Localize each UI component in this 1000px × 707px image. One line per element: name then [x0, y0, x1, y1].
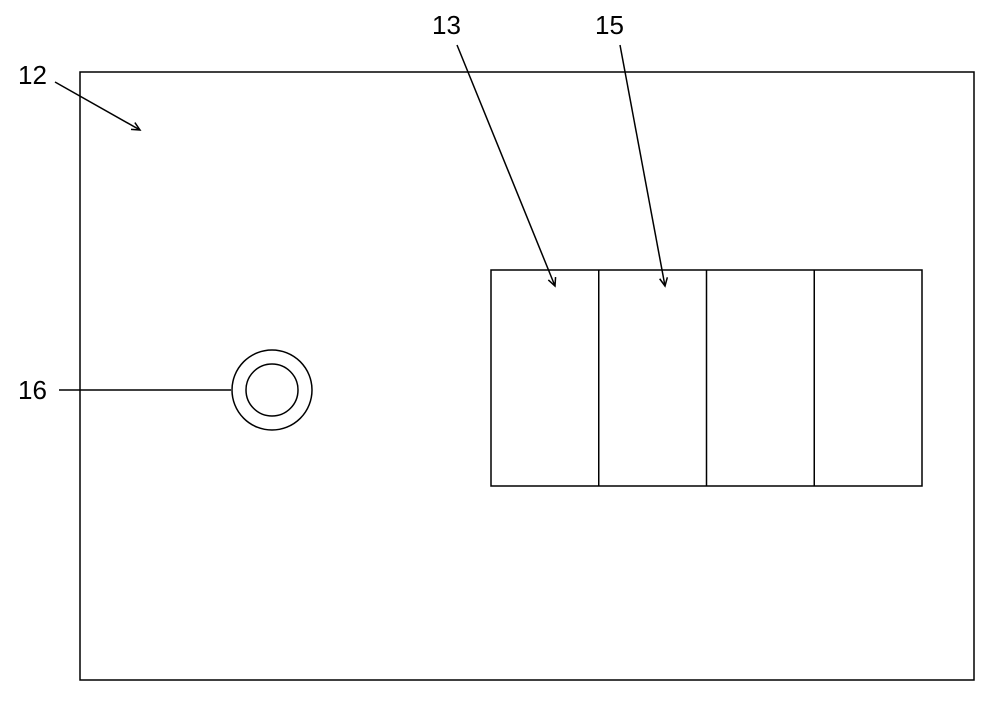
callout-label-12: 12	[18, 60, 47, 91]
callout-line-15	[620, 45, 665, 286]
callout-line-13	[457, 45, 555, 286]
callout-label-15: 15	[595, 10, 624, 41]
callout-label-13: 13	[432, 10, 461, 41]
ring-inner	[246, 364, 298, 416]
outer-box	[80, 72, 974, 680]
callout-label-16: 16	[18, 375, 47, 406]
callout-line-12	[55, 82, 140, 130]
diagram-canvas	[0, 0, 1000, 707]
ring-outer	[232, 350, 312, 430]
